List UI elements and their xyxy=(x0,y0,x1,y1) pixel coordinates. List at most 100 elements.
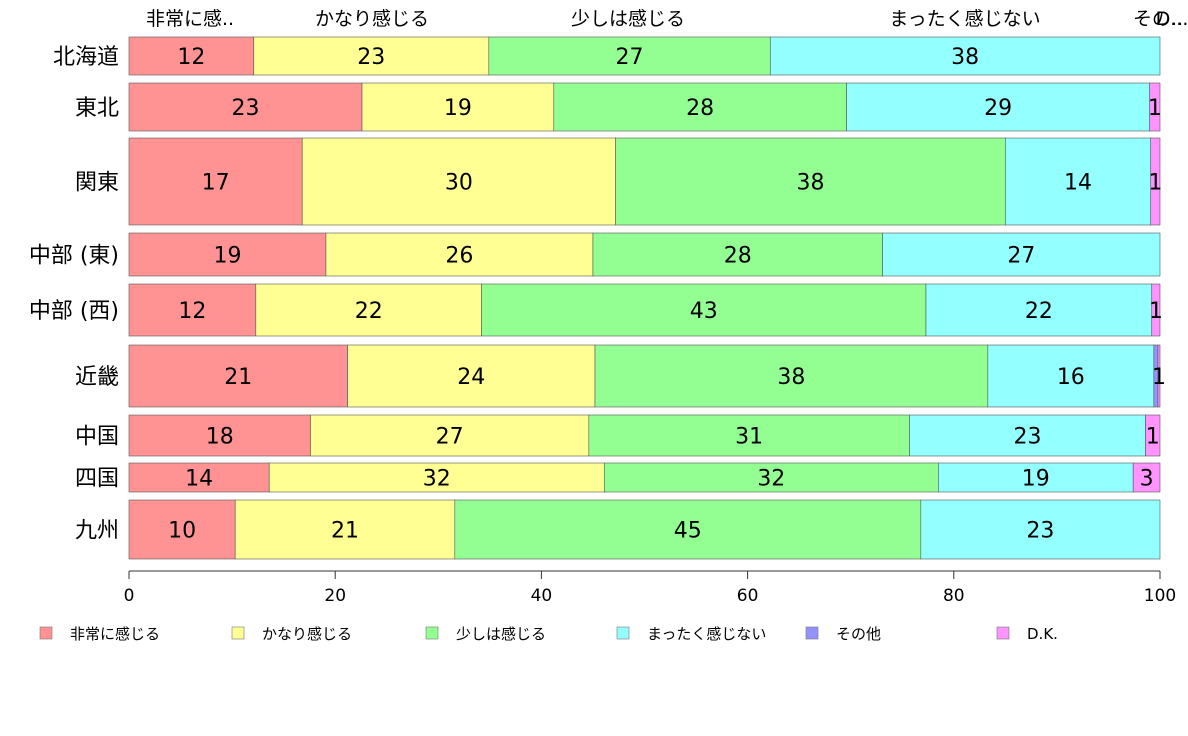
data-label: 23 xyxy=(1026,519,1054,544)
data-label: 19 xyxy=(1022,467,1050,492)
bar-segment xyxy=(1150,137,1161,226)
data-label: 29 xyxy=(984,96,1012,121)
bar-segment xyxy=(310,414,590,457)
bar-segment xyxy=(253,36,490,76)
bar-segment xyxy=(128,82,363,132)
legend-label: かなり感じる xyxy=(262,625,352,643)
bar-segment xyxy=(938,462,1134,493)
bar-segment xyxy=(594,344,989,408)
row-label: 北海道 xyxy=(53,45,119,70)
bar-segment xyxy=(588,414,910,457)
data-label: 38 xyxy=(777,365,805,390)
bar-segment xyxy=(925,283,1153,337)
data-label: 38 xyxy=(951,45,979,70)
data-label: 16 xyxy=(1057,365,1085,390)
bar-segment xyxy=(615,137,1006,226)
data-label: 32 xyxy=(757,467,785,492)
legend-swatch xyxy=(425,626,439,640)
bar-segment xyxy=(553,82,847,132)
data-label: 12 xyxy=(178,299,206,324)
bar-segment xyxy=(128,344,348,408)
row-label: 中部 (東) xyxy=(29,244,119,269)
legend-label: 少しは感じる xyxy=(456,625,546,643)
data-label: 26 xyxy=(445,244,473,269)
data-label: 12 xyxy=(177,45,205,70)
bar-segment xyxy=(882,232,1161,277)
row-label: 中部 (西) xyxy=(29,299,119,324)
data-label: 45 xyxy=(674,519,702,544)
bar-segment xyxy=(128,499,236,560)
bar-segment xyxy=(128,414,311,457)
row-label: 東北 xyxy=(75,96,119,121)
bar-segment xyxy=(603,462,939,493)
top-label: 非常に感.. xyxy=(146,8,234,30)
bar-segment xyxy=(454,499,922,560)
x-tick-label: 0 xyxy=(124,586,135,606)
data-label: 23 xyxy=(1014,425,1042,450)
x-tick-label: 100 xyxy=(1144,586,1176,606)
data-label: 1 xyxy=(1152,365,1166,390)
data-label: 1 xyxy=(1148,171,1162,196)
top-label: D... xyxy=(1156,8,1188,30)
top-labels: 非常に感.. かなり感じる 少しは感じる まったく感じない その..D... xyxy=(146,8,1188,30)
bar-segment xyxy=(920,499,1161,560)
bar-segment xyxy=(481,283,927,337)
data-label: 19 xyxy=(213,244,241,269)
data-label: 22 xyxy=(355,299,383,324)
bar-segment xyxy=(128,232,327,277)
top-label: かなり感じる xyxy=(315,8,429,30)
x-tick-label: 40 xyxy=(531,586,553,606)
data-label: 1 xyxy=(1148,96,1162,121)
data-label: 32 xyxy=(423,467,451,492)
x-tick-label: 60 xyxy=(737,586,759,606)
legend-label: その他 xyxy=(836,625,881,643)
data-label: 24 xyxy=(457,365,485,390)
data-label: 19 xyxy=(444,96,472,121)
legend-label: 非常に感じる xyxy=(70,625,160,643)
data-label: 14 xyxy=(185,467,213,492)
bar-segment xyxy=(1151,283,1161,337)
legend: 非常に感じる かなり感じる 少しは感じる まったく感じない その他 D.K. xyxy=(39,625,1058,643)
bar-segment xyxy=(987,344,1155,408)
x-axis: 0 20 40 60 80 100 xyxy=(124,570,1176,606)
row-label: 四国 xyxy=(75,467,119,492)
bar-segment xyxy=(909,414,1146,457)
row-label: 中国 xyxy=(75,425,119,450)
top-label: その.. xyxy=(1133,8,1183,30)
bar-segment xyxy=(1005,137,1152,226)
bar-segment xyxy=(301,137,616,226)
data-label: 27 xyxy=(616,45,644,70)
bar-segment xyxy=(255,283,482,337)
data-label: 17 xyxy=(202,171,230,196)
legend-swatch xyxy=(805,626,819,640)
row-label: 近畿 xyxy=(75,365,119,390)
data-label: 18 xyxy=(206,425,234,450)
data-label: 38 xyxy=(796,171,824,196)
bar-segment xyxy=(1145,414,1161,457)
data-label: 28 xyxy=(724,244,752,269)
data-label: 43 xyxy=(690,299,718,324)
data-label: 1 xyxy=(1146,425,1160,450)
legend-swatch xyxy=(39,626,53,640)
row-label: 関東 xyxy=(75,171,119,196)
bar-segment xyxy=(325,232,594,277)
bar-segment xyxy=(128,283,257,337)
data-label: 30 xyxy=(445,171,473,196)
top-label: まったく感じない xyxy=(889,8,1040,30)
data-label: 3 xyxy=(1140,467,1154,492)
bar-segment xyxy=(128,137,303,226)
legend-swatch xyxy=(996,626,1010,640)
bar-segment xyxy=(347,344,596,408)
data-label: 31 xyxy=(735,425,763,450)
data-label: 21 xyxy=(224,365,252,390)
bar-segment xyxy=(361,82,555,132)
row-label: 九州 xyxy=(75,519,119,544)
data-label: 23 xyxy=(232,96,260,121)
data-label: 28 xyxy=(686,96,714,121)
legend-label: まったく感じない xyxy=(647,625,766,643)
x-tick-label: 80 xyxy=(943,586,965,606)
bar-segment xyxy=(769,36,1161,76)
legend-label: D.K. xyxy=(1027,625,1058,643)
